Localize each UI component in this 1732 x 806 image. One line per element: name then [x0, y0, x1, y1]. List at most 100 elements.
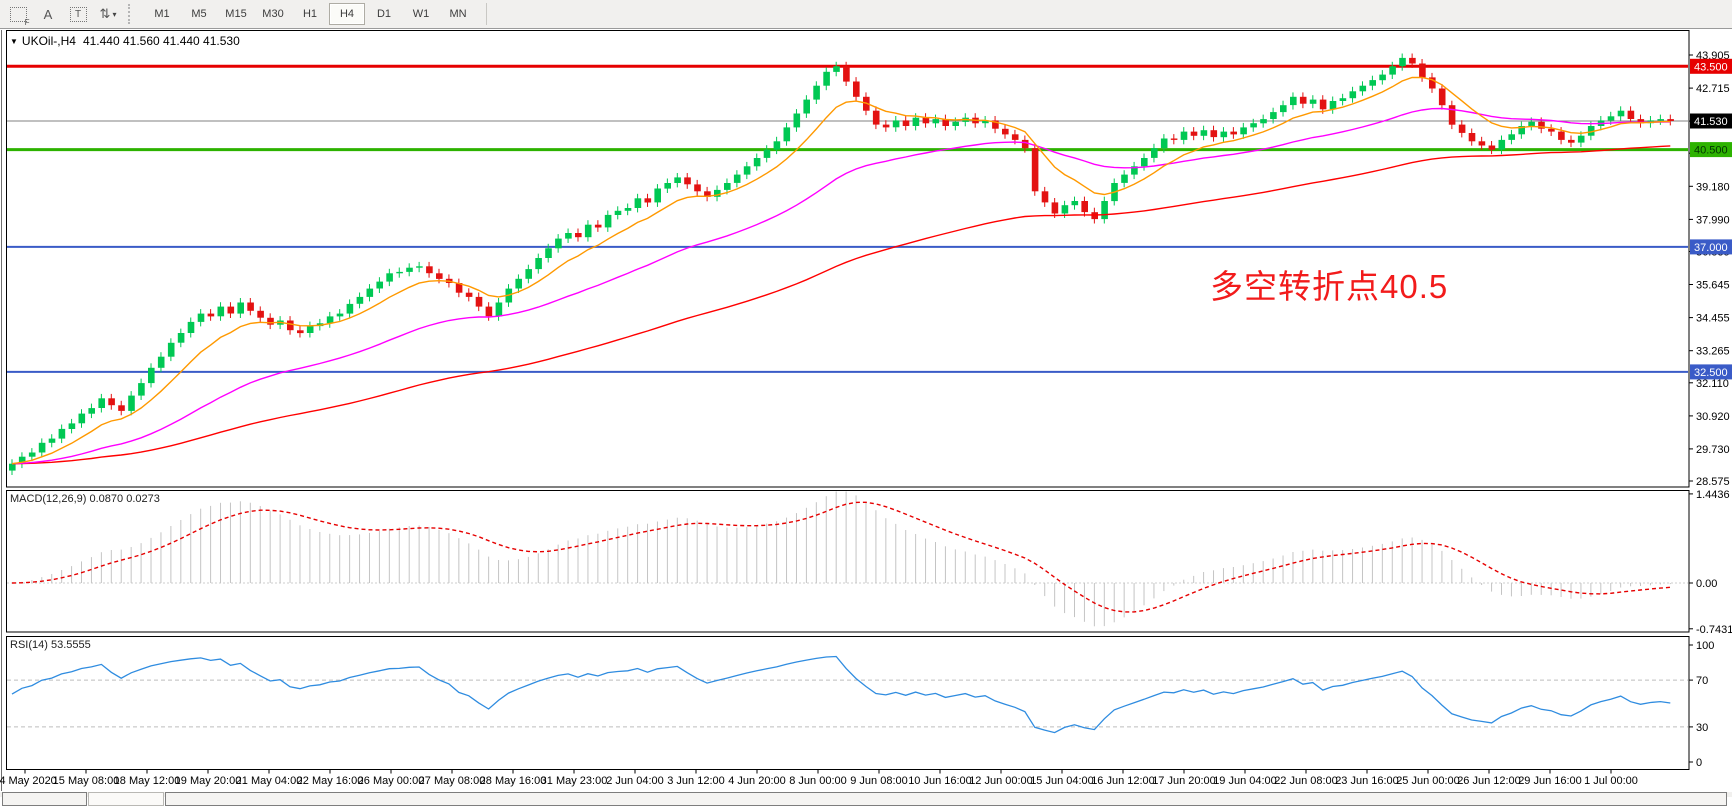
candle: [843, 66, 850, 82]
candle: [714, 189, 721, 197]
candle: [197, 313, 205, 322]
candle: [1121, 174, 1128, 183]
candle: [1587, 126, 1595, 136]
price-badge-label: 40.500: [1694, 145, 1728, 157]
arrange-objects-icon[interactable]: ⇅ ▾: [96, 3, 120, 25]
candle: [68, 423, 76, 429]
price-badge: [1690, 364, 1732, 380]
collapse-triangle-icon[interactable]: ▼: [10, 36, 18, 46]
chart-tab-stub[interactable]: [165, 792, 1727, 806]
candle: [753, 158, 761, 167]
candle: [187, 321, 195, 333]
candle: [1041, 191, 1049, 203]
candle: [1617, 110, 1625, 117]
tf-button-m15[interactable]: M15: [225, 8, 247, 20]
candle: [654, 188, 661, 203]
time-axis-label: 26 May 00:00: [358, 775, 425, 787]
candle: [237, 302, 244, 314]
candle: [108, 398, 115, 406]
candle: [604, 214, 612, 228]
candle: [1538, 121, 1545, 129]
candle: [9, 463, 16, 471]
candle: [38, 442, 46, 453]
candle: [128, 395, 135, 411]
macd-scale-label: 1.4436: [1696, 489, 1730, 501]
candle: [1180, 131, 1188, 140]
candle: [1021, 139, 1029, 149]
candle: [922, 117, 930, 124]
candle: [267, 317, 274, 325]
candle: [1190, 131, 1198, 136]
candle: [366, 288, 374, 297]
candle: [555, 238, 562, 249]
candle: [1071, 201, 1079, 206]
chart-tab-stub[interactable]: [88, 792, 164, 806]
candle: [634, 198, 642, 208]
candle: [1290, 96, 1297, 106]
text-label-glyph: A: [43, 6, 53, 22]
time-axis-label: 22 May 16:00: [297, 775, 364, 787]
tf-button-mn[interactable]: MN: [449, 8, 467, 20]
price-badge-label: 37.000: [1694, 242, 1728, 254]
tf-button-m5[interactable]: M5: [191, 8, 207, 20]
candle: [138, 383, 145, 396]
candle: [823, 71, 830, 86]
candle: [932, 119, 940, 124]
candle: [575, 233, 582, 238]
tf-button-d1[interactable]: D1: [376, 8, 392, 20]
macd-indicator-label: MACD(12,26,9) 0.0870 0.0273: [10, 493, 160, 505]
candle: [207, 313, 215, 317]
tf-button-w1[interactable]: W1: [412, 8, 430, 20]
candle: [614, 210, 622, 215]
time-axis-label: 29 Jun 16:00: [1518, 775, 1582, 787]
candle: [515, 278, 522, 289]
candle: [1478, 141, 1486, 146]
candle: [1220, 131, 1228, 138]
candle: [287, 320, 294, 331]
macd-scale-label: -0.7431: [1696, 624, 1732, 636]
tf-button-h4-active[interactable]: H4: [329, 3, 365, 25]
candle: [1101, 201, 1108, 220]
candle: [326, 316, 334, 324]
candle: [58, 428, 66, 439]
candle: [346, 303, 354, 314]
price-tick-label: 32.110: [1696, 378, 1729, 390]
candle: [1389, 66, 1396, 75]
candle: [1002, 128, 1009, 135]
price-badge-label: 32.500: [1694, 367, 1728, 379]
time-axis-label: 3 Jun 12:00: [667, 775, 725, 787]
text-label-icon[interactable]: A: [36, 3, 60, 25]
candle: [892, 120, 900, 128]
candle: [227, 306, 235, 314]
candle: [1448, 105, 1456, 125]
price-tick-label: 34.455: [1696, 313, 1730, 325]
candle: [1667, 119, 1674, 121]
time-axis-label: 18 May 12:00: [114, 775, 181, 787]
price-badge-label: 43.500: [1694, 61, 1728, 73]
time-axis-label: 23 Jun 16:00: [1335, 775, 1399, 787]
time-axis-label: 26 Jun 12:00: [1457, 775, 1521, 787]
candle: [1011, 134, 1019, 140]
text-box-icon[interactable]: T: [66, 3, 90, 25]
candle: [763, 149, 771, 158]
time-axis-label: 21 May 04:00: [236, 775, 303, 787]
candle: [803, 99, 810, 114]
tf-button-m30[interactable]: M30: [262, 8, 284, 20]
candle: [674, 177, 681, 183]
time-axis-label: 14 May 2020: [0, 775, 57, 787]
candle: [118, 405, 125, 411]
bottom-tab-strip: [0, 792, 1732, 806]
tf-button-m1[interactable]: M1: [154, 8, 170, 20]
chart-grid-icon[interactable]: F: [6, 3, 30, 27]
tf-button-h1[interactable]: H1: [302, 8, 318, 20]
chart-tab-stub[interactable]: [2, 792, 87, 806]
candle: [992, 120, 999, 129]
candle: [475, 296, 483, 307]
panel-frame: [6, 490, 1690, 633]
candle: [1131, 166, 1138, 175]
price-badge: [1690, 142, 1732, 158]
candle: [1329, 101, 1337, 110]
candle: [1299, 96, 1307, 104]
candle: [1339, 98, 1347, 101]
